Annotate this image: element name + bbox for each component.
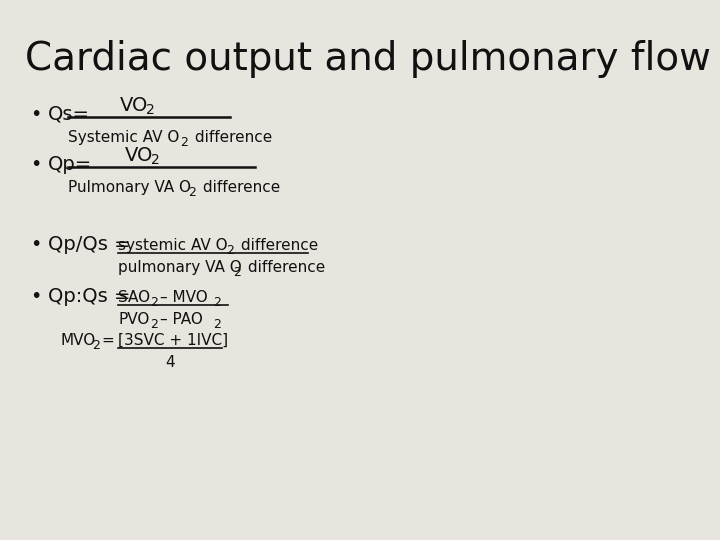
Text: PVO: PVO [118,312,149,327]
Text: 2: 2 [180,136,188,149]
Text: MVO: MVO [60,333,95,348]
Text: Pulmonary VA O: Pulmonary VA O [68,180,191,195]
Text: pulmonary VA O: pulmonary VA O [118,260,242,275]
Text: – PAO: – PAO [160,312,203,327]
Text: – MVO: – MVO [160,290,208,305]
Text: systemic AV O: systemic AV O [118,238,228,253]
Text: 2: 2 [150,296,158,309]
Text: 2: 2 [151,153,160,167]
Text: 2: 2 [188,186,196,199]
Text: Qs=: Qs= [48,105,90,124]
Text: •: • [30,235,41,254]
Text: difference: difference [198,180,280,195]
Text: 2: 2 [150,318,158,331]
Text: Qp/Qs =: Qp/Qs = [48,235,130,254]
Text: difference: difference [243,260,325,275]
Text: 2: 2 [233,266,241,279]
Text: Systemic AV O: Systemic AV O [68,130,179,145]
Text: difference: difference [190,130,272,145]
Text: Qp=: Qp= [48,155,92,174]
Text: 2: 2 [213,318,221,331]
Text: difference: difference [236,238,318,253]
Text: •: • [30,155,41,174]
Text: 4: 4 [165,355,175,370]
Text: =: = [102,333,120,348]
Text: Qp:Qs =: Qp:Qs = [48,287,130,306]
Text: 2: 2 [226,244,234,257]
Text: 2: 2 [92,339,100,352]
Text: Cardiac output and pulmonary flow: Cardiac output and pulmonary flow [25,40,711,78]
Text: VO: VO [120,96,148,115]
Text: •: • [30,287,41,306]
Text: VO: VO [125,146,153,165]
Text: [3SVC + 1IVC]: [3SVC + 1IVC] [118,333,228,348]
Text: 2: 2 [146,103,155,117]
Text: 2: 2 [213,296,221,309]
Text: •: • [30,105,41,124]
Text: SAO: SAO [118,290,150,305]
